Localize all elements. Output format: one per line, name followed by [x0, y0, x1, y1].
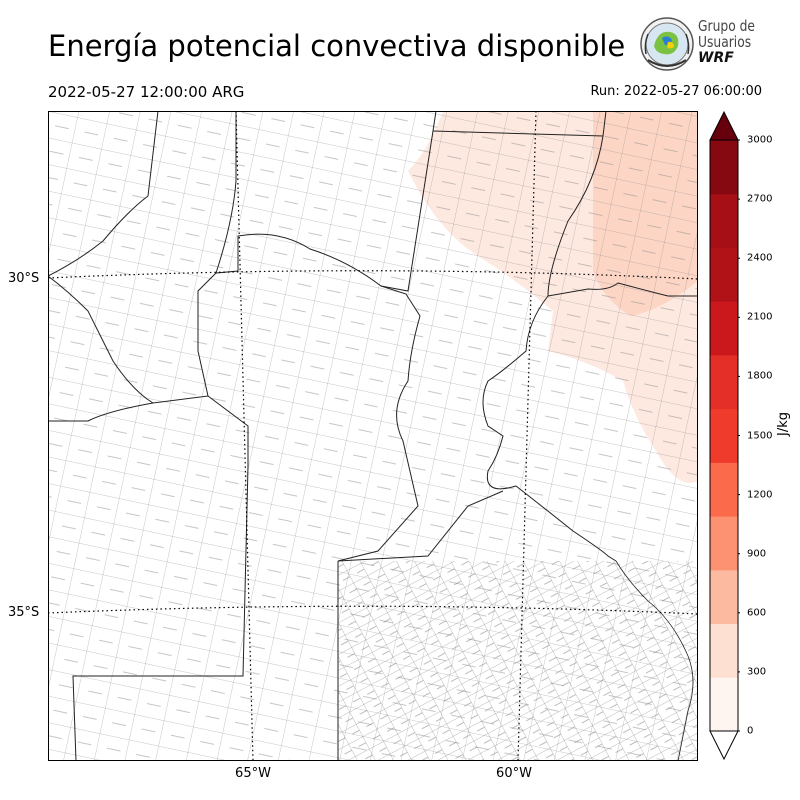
- colorbar-extend-below: [709, 730, 739, 761]
- map-title: Energía potencial convectiva disponible: [48, 29, 626, 63]
- grupo-usuarios-wrf-logo: Grupo de Usuarios WRF: [638, 16, 768, 72]
- map-panel: [48, 111, 698, 761]
- colorbar: [709, 110, 740, 761]
- department-boundaries: [48, 111, 698, 761]
- graticule-lat-35s: [48, 605, 698, 615]
- valid-time: 2022-05-27 12:00:00 ARG: [48, 83, 245, 101]
- logo-text-line2: Usuarios: [698, 33, 752, 51]
- logo-text-line3: WRF: [698, 50, 734, 66]
- colorbar-segment: [710, 301, 738, 356]
- colorbar-segment: [710, 247, 738, 302]
- graticule: [48, 111, 698, 761]
- colorbar-tick-label: 2400: [747, 252, 773, 264]
- colorbar-unit: J/kg: [776, 412, 791, 436]
- lon-label-65w: 65°W: [235, 766, 271, 781]
- colorbar-tick-label: 1500: [747, 430, 773, 441]
- lon-label-60w: 60°W: [496, 766, 532, 781]
- graticule-lat-30s: [48, 270, 698, 280]
- colorbar-segment: [710, 193, 738, 248]
- colorbar-segment: [710, 354, 738, 410]
- colorbar-segment: [710, 140, 738, 195]
- colorbar-segment: [710, 408, 738, 463]
- colorbar-tick-label: 300: [747, 666, 767, 678]
- logo-text-line1: Grupo de: [698, 17, 756, 35]
- colorbar-tick-label: 0: [747, 725, 754, 737]
- colorbar-tick-label: 2700: [747, 193, 773, 205]
- colorbar-segment: [710, 569, 738, 625]
- colorbar-tick-label: 900: [747, 548, 767, 560]
- colorbar-segment: [710, 462, 738, 517]
- lat-label-35s: 35°S: [8, 605, 40, 620]
- colorbar-segment: [710, 677, 738, 732]
- graticule-lon-60w: [517, 111, 537, 761]
- colorbar-tick-label: 1800: [747, 370, 773, 382]
- graticule-lon-65w: [235, 111, 254, 761]
- colorbar-segment: [710, 516, 738, 571]
- map-frame: [48, 111, 698, 761]
- colorbar-tick-label: 3000: [747, 134, 773, 146]
- globe-emblem-icon: [640, 17, 694, 71]
- colorbar-segment: [710, 623, 738, 678]
- province-boundaries: [48, 111, 698, 761]
- colorbar-tick-label: 600: [747, 607, 767, 619]
- lat-label-30s: 30°S: [8, 271, 40, 286]
- run-time: Run: 2022-05-27 06:00:00: [590, 84, 762, 99]
- colorbar-extend-above: [709, 110, 739, 141]
- colorbar-tick-label: 1200: [747, 489, 773, 501]
- colorbar-tick-label: 2100: [747, 311, 773, 323]
